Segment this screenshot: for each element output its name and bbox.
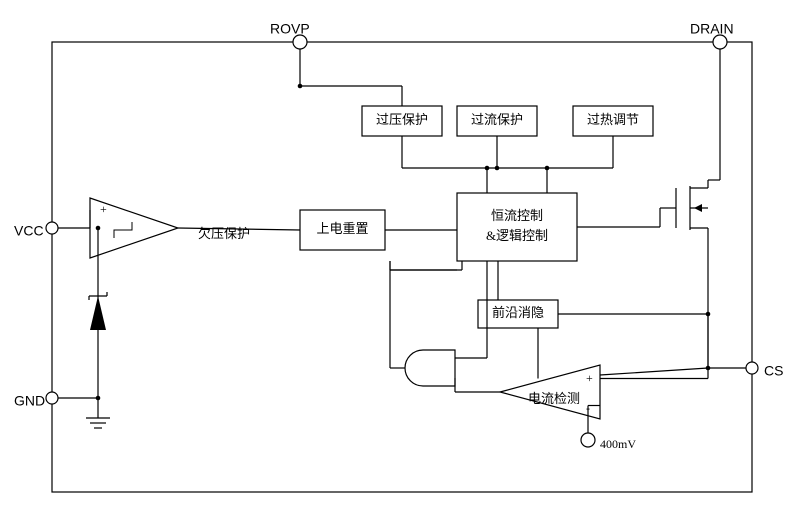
svg-text:400mV: 400mV — [600, 437, 636, 451]
block-otc: 过热调节 — [587, 112, 639, 127]
pin-label-rovp: ROVP — [270, 21, 310, 37]
svg-text:前沿消隐: 前沿消隐 — [492, 305, 544, 320]
svg-text:&逻辑控制: &逻辑控制 — [486, 228, 548, 243]
block-diagram: ROVP DRAIN VCC GND CS 过压保护 过流保护 过热调节恒流控制&逻辑控制 上电… — [0, 0, 800, 528]
svg-text:电流检测: 电流检测 — [528, 391, 580, 406]
pin-label-cs: CS — [764, 363, 783, 379]
pin-label-vcc: VCC — [14, 223, 44, 239]
svg-text:+: + — [100, 202, 107, 216]
block-ovp: 过压保护 — [376, 112, 428, 127]
pin-label-gnd: GND — [14, 393, 45, 409]
svg-text:恒流控制: 恒流控制 — [491, 208, 543, 223]
pin-label-drain: DRAIN — [690, 21, 734, 37]
svg-text:+: + — [586, 371, 593, 385]
block-ocp: 过流保护 — [471, 112, 523, 127]
svg-text:上电重置: 上电重置 — [316, 221, 368, 236]
